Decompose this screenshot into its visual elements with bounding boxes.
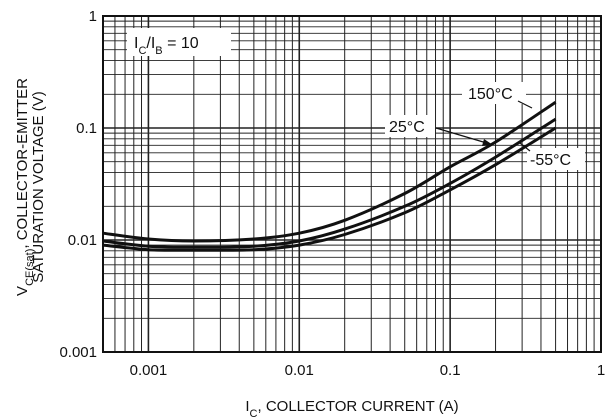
- series-line-25c: [102, 117, 557, 249]
- x-tick-label: 0.001: [130, 362, 168, 379]
- y-axis-label-line2: SATURATION VOLTAGE (V): [30, 91, 47, 282]
- condition-sub-b: B: [155, 45, 162, 57]
- condition-sub-c: C: [138, 45, 146, 57]
- condition-main: I: [134, 35, 138, 52]
- annotation-25c: 25°C: [389, 119, 425, 136]
- series-line-minus55c: [102, 126, 557, 252]
- x-axis-label-sub: C: [250, 408, 258, 419]
- annotation-minus55c-leader: [519, 142, 531, 152]
- x-axis-label: IC, COLLECTOR CURRENT (A): [245, 398, 458, 419]
- y-axis-label-sub: CE(sat): [24, 249, 36, 286]
- series-line-150c: [102, 100, 557, 243]
- condition-slash: /I: [146, 35, 155, 52]
- y-axis-label-line1: VCE(sat), COLLECTOR-EMITTER: [14, 78, 36, 296]
- annotation-150c-leader: [517, 100, 533, 109]
- tick-labels: 0.001 0.01 0.1 1 0.001 0.01 0.1 1: [59, 8, 605, 379]
- series-annotations: 150°C 25°C -55°C: [385, 82, 585, 170]
- annotation-25c-leader: [435, 127, 491, 145]
- y-axis-label-rest: , COLLECTOR-EMITTER: [14, 78, 31, 249]
- condition-rest: = 10: [163, 35, 199, 52]
- x-tick-label: 0.01: [285, 362, 314, 379]
- x-axis-label-rest: , COLLECTOR CURRENT (A): [257, 398, 458, 415]
- x-tick-label: 1: [597, 362, 605, 379]
- plot-frame: [102, 15, 602, 353]
- svg-text:IC/IB = 10: IC/IB = 10: [134, 35, 199, 57]
- y-tick-label: 0.001: [59, 344, 97, 361]
- y-axis-label-main: V: [14, 286, 31, 296]
- x-tick-label: 0.1: [440, 362, 461, 379]
- y-tick-label: 1: [89, 8, 97, 25]
- y-tick-label: 0.01: [68, 232, 97, 249]
- condition-label: IC/IB = 10: [127, 28, 231, 57]
- series-curves: [102, 100, 557, 252]
- annotation-25c-arrow: [482, 139, 493, 146]
- x-axis-label-main: I: [245, 398, 249, 415]
- grid-lines: [102, 15, 602, 353]
- y-axis-label: VCE(sat), COLLECTOR-EMITTER SATURATION V…: [14, 78, 47, 296]
- annotation-150c: 150°C: [468, 86, 513, 103]
- y-tick-label: 0.1: [76, 120, 97, 137]
- annotation-minus55c: -55°C: [530, 152, 571, 169]
